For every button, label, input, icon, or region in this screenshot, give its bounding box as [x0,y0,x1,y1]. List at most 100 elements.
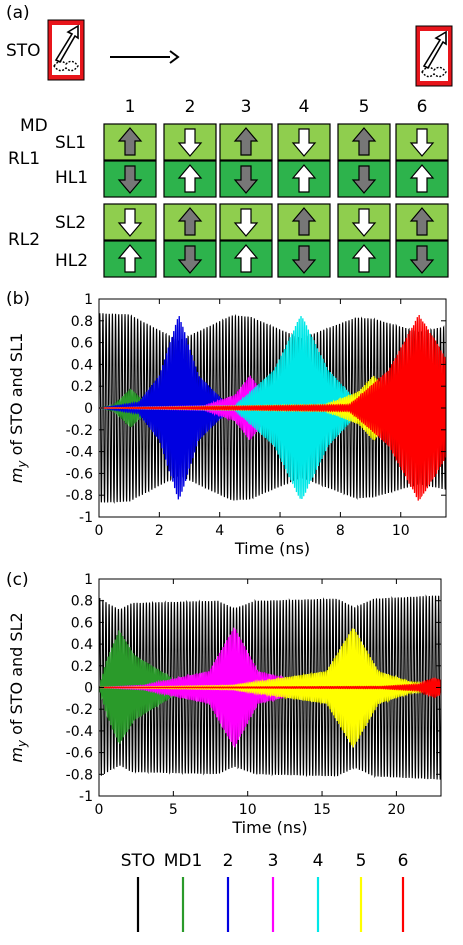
legend-label: STO [121,851,156,871]
y-tick-label: 0.6 [71,615,93,631]
x-tick-label: 10 [239,802,257,818]
arrow-down-icon [291,128,317,157]
y-tick-label: 0.2 [71,379,93,395]
y-tick-label: -0.4 [66,445,93,461]
y-tick-label: -0.6 [66,746,93,762]
x-tick-label: 20 [387,802,405,818]
arrow-down-icon [117,165,143,194]
sl2-label: SL2 [55,213,86,233]
legend-label: MD1 [164,851,203,871]
arrow-up-icon [351,244,377,273]
x-tick-label: 0 [95,802,104,818]
y-tick-label: 1 [84,292,93,308]
y-tick-label: -1 [79,789,93,805]
x-tick-label: 4 [215,523,224,539]
y-tick-label: 1 [84,572,93,588]
panel-a: (a) STO MD RL1 RL2 SL1 HL1 SL2 HL2 1 2 3 4 5… [6,3,453,278]
sto-label: STO [6,41,41,61]
x-tick-label: 0 [95,523,104,539]
y-tick-label: 0.8 [71,314,93,330]
panel-a-label: (a) [6,3,30,23]
arrow-up-icon [409,164,435,193]
x-tick-label: 15 [313,802,331,818]
series-6-line [99,314,446,501]
arrow-down-icon [409,245,435,274]
legend-label: 2 [223,851,234,871]
arrow-up-icon [291,207,317,236]
column-number: 1 [125,97,136,117]
series-6-line [99,677,441,699]
legend-label: 5 [356,851,367,871]
y-tick-label: 0.6 [71,336,93,352]
y-tick-label: -0.8 [66,488,93,504]
arrow-up-icon [291,164,317,193]
column-number: 6 [417,97,428,117]
x-tick-label: 2 [155,523,164,539]
column-number: 2 [185,97,196,117]
legend-label: 6 [398,851,409,871]
arrow-up-icon [117,244,143,273]
x-tick-label: 10 [392,523,410,539]
y-tick-label: 0 [84,681,93,697]
panel-b-label: (b) [6,289,30,309]
arrow-down-icon [233,165,259,194]
rl1-label: RL1 [8,149,40,169]
y-tick-label: 0.4 [71,357,93,373]
propagation-arrow-icon [110,50,180,64]
x-tick-label: 8 [336,523,345,539]
hl2-label: HL2 [55,251,88,271]
y-tick-label: 0.4 [71,637,93,653]
sto-box-right [415,25,453,87]
y-axis-label: my of STO and SL1 [7,333,29,483]
arrow-up-icon [117,127,143,156]
arrow-up-icon [409,207,435,236]
y-tick-label: -0.2 [66,702,93,718]
rl2-label: RL2 [8,230,40,250]
y-tick-label: -0.4 [66,724,93,740]
magnetization-arrow-icon [422,30,447,70]
precession-orbit-icon [421,66,447,78]
x-axis-label: Time (ns) [234,539,310,558]
y-tick-label: -0.6 [66,466,93,482]
arrow-down-icon [351,208,377,237]
legend-label: 3 [268,851,279,871]
plot-area [99,313,446,504]
y-axis-label: my of STO and SL2 [7,612,29,762]
md-label: MD [20,116,48,136]
y-tick-label: 0 [84,401,93,417]
x-axis-label: Time (ns) [231,818,307,837]
legend-label: 4 [313,851,324,871]
arrow-down-icon [291,245,317,274]
y-tick-label: 0.2 [71,659,93,675]
arrow-down-icon [177,128,203,157]
arrow-down-icon [409,128,435,157]
y-tick-label: 0.8 [71,594,93,610]
arrow-up-icon [177,164,203,193]
arrow-up-icon [233,127,259,156]
layer-grid [103,123,449,278]
sto-box-left [47,19,85,81]
arrow-up-icon [233,244,259,273]
precession-orbit-icon [53,60,79,72]
magnetization-arrow-icon [54,24,79,64]
arrow-down-icon [351,165,377,194]
arrow-down-icon [233,208,259,237]
column-numbers: 1 2 3 4 5 6 [125,97,428,117]
plot-area [99,594,441,780]
x-tick-label: 5 [169,802,178,818]
arrow-up-icon [177,207,203,236]
chart-c: 0 5 10 15 20 1 0.8 0.6 0.4 0.2 0 -0.2 -0.4 -0.6 -0.8 -1… [7,572,442,837]
sl1-label: SL1 [55,133,86,153]
arrow-down-icon [177,245,203,274]
arrow-down-icon [117,208,143,237]
arrow-up-icon [351,127,377,156]
column-number: 3 [241,97,252,117]
y-tick-label: -1 [79,510,93,526]
column-number: 4 [299,97,310,117]
chart-b: 0 2 4 6 8 10 1 0.8 0.6 0.4 0.2 0 -0.2 -0.4 -0.6 -0.8 -1 T… [7,292,447,558]
column-number: 5 [359,97,370,117]
x-tick-label: 6 [276,523,285,539]
hl1-label: HL1 [55,168,88,188]
panel-c-label: (c) [6,570,29,590]
